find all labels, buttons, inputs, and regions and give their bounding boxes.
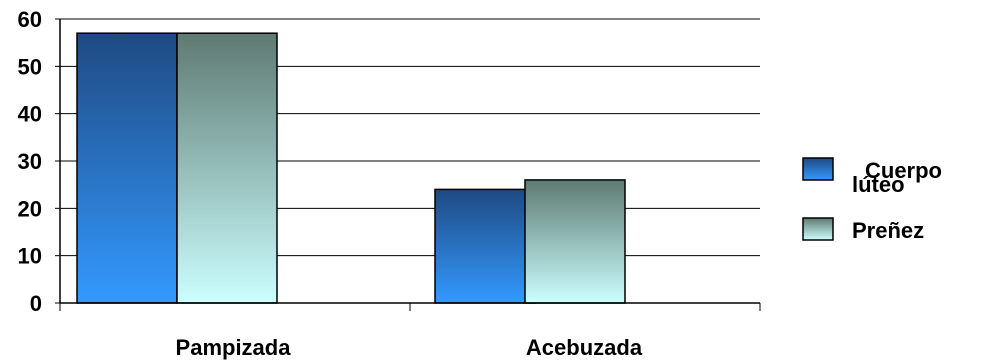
legend-swatch-prenez (802, 217, 834, 241)
category-label: Pampizada (176, 335, 292, 360)
y-tick-label: 60 (18, 7, 42, 32)
bars (76, 32, 626, 304)
legend-label-cuerpo-luteo-line1: Cuerpo (865, 158, 942, 183)
bar-cuerpo-luteo-acebuzada (434, 188, 536, 304)
y-tick-labels: 0 10 20 30 40 50 60 (18, 7, 60, 316)
y-tick-label: 50 (18, 54, 42, 79)
legend-label-cuerpo-luteo-line2: lúteo (852, 172, 905, 197)
bar-prenez-pampizada (176, 32, 278, 304)
y-tick-label: 10 (18, 244, 42, 269)
y-tick-label: 30 (18, 149, 42, 174)
y-tick-label: 20 (18, 196, 42, 221)
category-labels: Pampizada Acebuzada (176, 335, 643, 360)
y-tick-label: 40 (18, 102, 42, 127)
bar-cuerpo-luteo-pampizada (76, 32, 178, 304)
category-label: Acebuzada (526, 335, 643, 360)
bar-prenez-acebuzada (524, 179, 626, 304)
legend-swatch-cuerpo-luteo (802, 157, 834, 181)
legend-label-prenez: Preñez (852, 218, 924, 243)
y-tick-label: 0 (30, 291, 42, 316)
